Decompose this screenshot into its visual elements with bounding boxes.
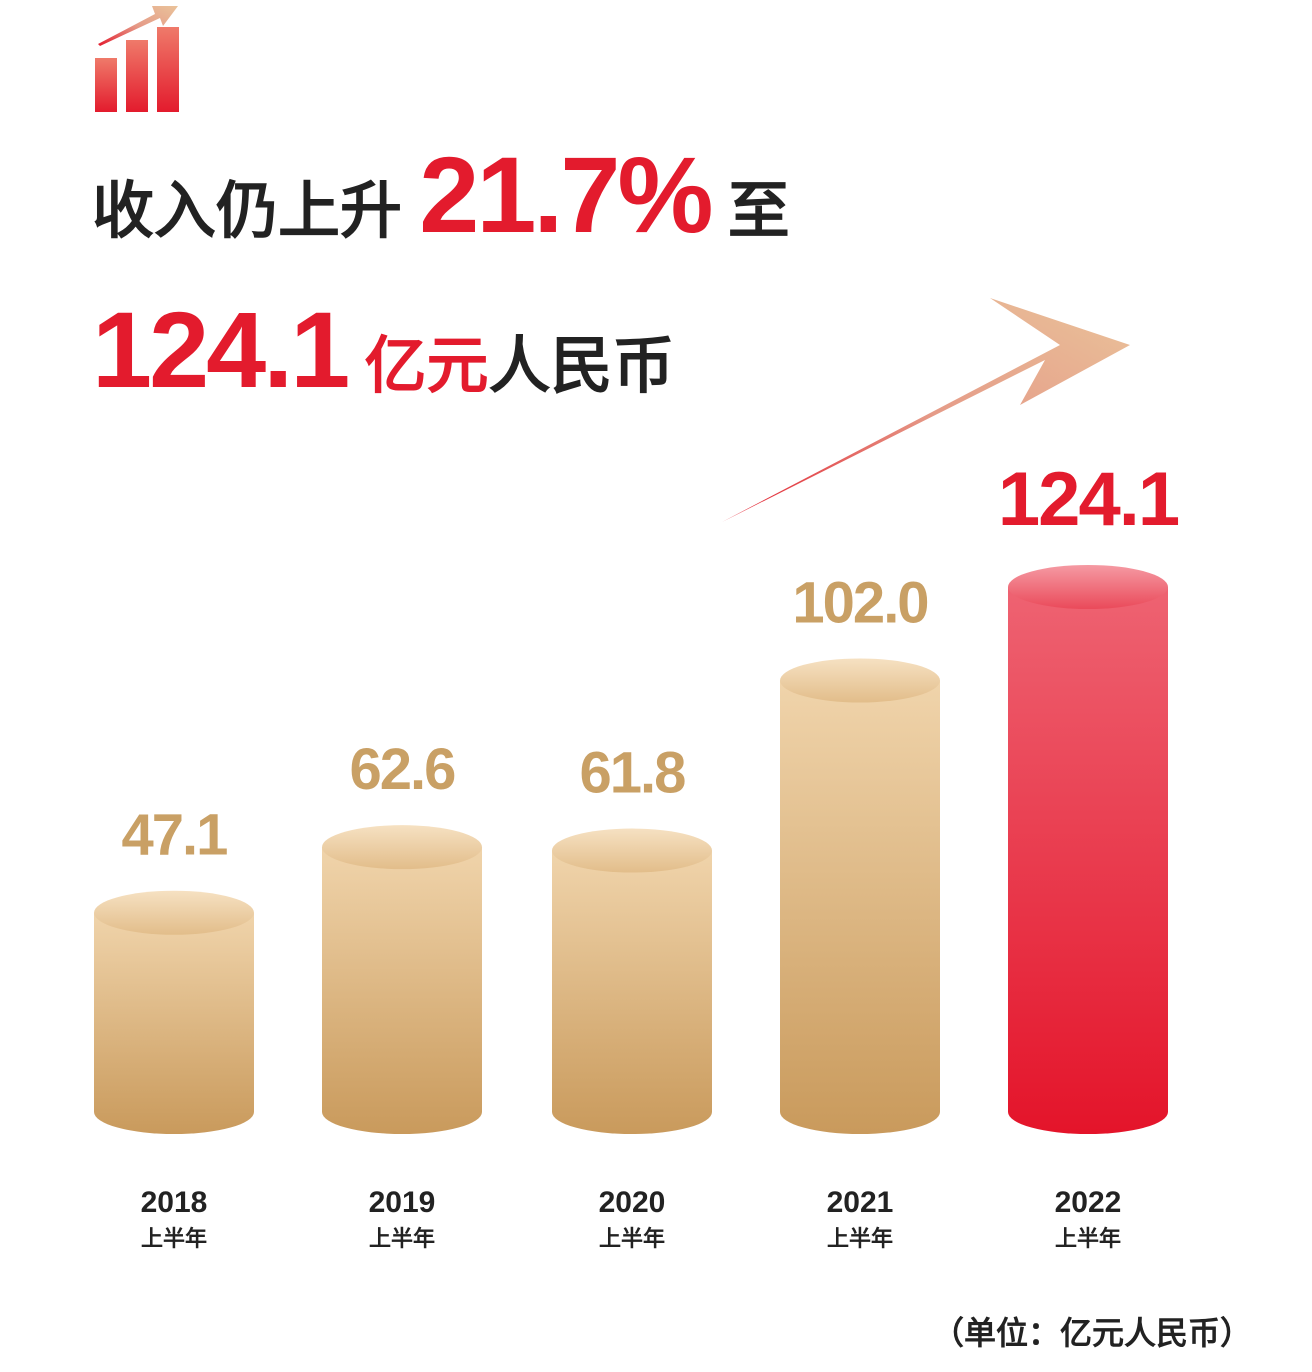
headline-unit-red: 亿元 — [364, 332, 489, 401]
value-label: 47.1 — [122, 803, 228, 868]
bar-2021 — [780, 680, 940, 1134]
x-tick-label: 2020 — [599, 1186, 666, 1219]
x-tick-sublabel: 上半年 — [369, 1226, 435, 1252]
x-tick-sublabel: 上半年 — [1055, 1226, 1121, 1252]
headline-amount: 124.1 — [92, 289, 350, 410]
headline-suffix: 至 — [727, 177, 790, 246]
headline-line-1: 收入仍上升 21.7% 至 — [92, 140, 790, 267]
bar-top-2019 — [322, 825, 482, 870]
x-tick-label: 2021 — [827, 1186, 894, 1219]
bar-top-2018 — [94, 890, 254, 935]
bar-top-2021 — [780, 658, 940, 703]
bar-top-2020 — [552, 828, 712, 873]
headline-prefix: 收入仍上升 — [92, 177, 403, 246]
value-label: 102.0 — [792, 570, 927, 635]
x-tick-label: 2019 — [369, 1186, 436, 1219]
headline-line-2: 124.1 亿元人民币 — [92, 290, 675, 427]
x-tick-label: 2022 — [1055, 1186, 1122, 1219]
value-label: 62.6 — [350, 737, 456, 802]
bar-2018 — [94, 912, 254, 1134]
headline-unit-dark: 人民币 — [488, 332, 675, 401]
x-tick-label: 2018 — [141, 1186, 208, 1219]
unit-note: （单位：亿元人民币） — [931, 1315, 1252, 1351]
value-label: 61.8 — [580, 741, 686, 806]
x-tick-sublabel: 上半年 — [599, 1226, 665, 1252]
growth-percent: 21.7% — [419, 134, 713, 255]
x-tick-sublabel: 上半年 — [141, 1226, 207, 1252]
x-tick-sublabel: 上半年 — [827, 1226, 893, 1252]
bar-growth-icon — [95, 6, 179, 112]
value-label: 124.1 — [998, 457, 1179, 542]
bar-2019 — [322, 847, 482, 1134]
bar-2020 — [552, 850, 712, 1134]
bar-2022 — [1008, 587, 1168, 1134]
bar-top-2022 — [1008, 565, 1168, 609]
